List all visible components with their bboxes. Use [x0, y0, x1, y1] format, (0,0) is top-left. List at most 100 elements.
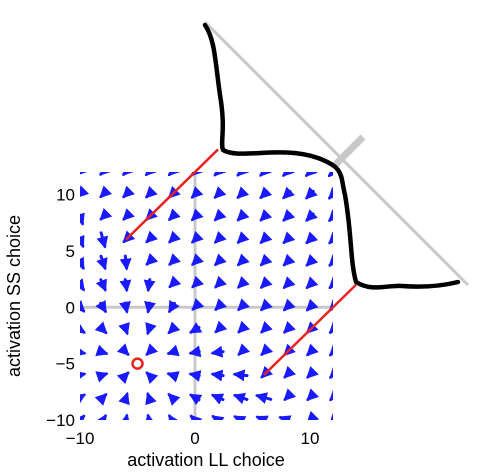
field-arrow [96, 231, 109, 249]
field-arrow [306, 343, 319, 357]
field-arrow [191, 298, 205, 311]
field-arrow [95, 344, 109, 357]
field-arrow [283, 365, 297, 379]
field-arrow [116, 371, 130, 385]
field-arrow [305, 209, 318, 222]
field-arrow [145, 185, 158, 199]
field-arrow [99, 207, 113, 221]
field-arrow [236, 208, 250, 222]
field-arrow [99, 185, 113, 199]
field-arrow [260, 320, 273, 334]
field-arrow [145, 371, 159, 385]
field-arrow [328, 254, 333, 267]
field-arrow [188, 393, 203, 406]
field-arrow [282, 209, 296, 222]
field-arrow [237, 275, 250, 289]
field-arrow [119, 278, 132, 293]
y-axis-label: activation SS choice [4, 215, 24, 377]
field-arrow [329, 366, 333, 379]
field-arrow [166, 344, 180, 357]
field-arrow [214, 320, 228, 334]
field-arrow [168, 413, 180, 420]
field-arrow [236, 253, 250, 267]
field-arrow [260, 298, 273, 312]
x-tick-label: −10 [66, 429, 95, 448]
field-arrow [210, 369, 225, 382]
field-arrow [306, 366, 319, 379]
diagonal-axis-tick [330, 134, 366, 170]
field-arrow [213, 172, 227, 177]
field-arrow [306, 388, 320, 402]
field-arrow [80, 414, 86, 420]
field-arrow [236, 231, 250, 244]
field-arrow [259, 253, 273, 267]
field-arrow [189, 414, 203, 420]
field-arrow [96, 254, 108, 271]
field-arrow [188, 370, 202, 382]
threshold-line [263, 283, 357, 376]
field-arrow [80, 345, 87, 358]
start-marker [131, 357, 144, 370]
x-tick-labels: −10 0 10 [66, 429, 320, 448]
field-arrow [232, 369, 249, 382]
field-arrow [329, 410, 333, 420]
field-arrow [282, 186, 295, 200]
field-arrow [213, 186, 227, 199]
field-arrow [214, 298, 228, 311]
field-arrow [328, 231, 333, 245]
field-arrow [328, 276, 333, 290]
field-arrow [95, 413, 107, 420]
field-arrow [305, 276, 319, 290]
field-arrow [168, 275, 182, 289]
field-arrow [210, 393, 225, 405]
field-arrow [119, 300, 131, 314]
y-tick-label: 5 [66, 242, 75, 261]
field-arrow [80, 212, 85, 226]
field-arrow [80, 185, 90, 199]
field-arrow [259, 208, 273, 222]
field-arrow [168, 253, 182, 266]
y-tick-labels: −10 −5 0 5 10 [46, 186, 75, 430]
field-arrow [328, 343, 333, 357]
field-arrow [80, 299, 86, 313]
field-arrow [190, 186, 204, 199]
field-arrow [282, 253, 296, 267]
field-arrow [259, 276, 273, 289]
field-arrow [145, 253, 159, 266]
field-arrow [259, 172, 272, 177]
field-arrow [278, 415, 292, 420]
field-arrow [145, 343, 159, 356]
field-arrow [305, 186, 318, 200]
field-arrow [94, 321, 108, 335]
plot-area: −10 0 10 −10 −5 0 5 10 [46, 148, 357, 448]
field-arrow [260, 343, 274, 357]
field-arrow [122, 172, 135, 176]
field-arrow [283, 321, 296, 334]
field-arrow [118, 391, 130, 406]
field-arrow [305, 298, 319, 312]
y-tick-label: −10 [46, 411, 75, 430]
x-tick-label: 10 [301, 429, 320, 448]
field-arrow [80, 322, 87, 334]
field-arrow [167, 392, 181, 406]
field-arrow [327, 186, 333, 200]
field-arrow [237, 320, 251, 334]
field-arrow [144, 413, 156, 420]
field-arrow [304, 172, 318, 178]
field-arrow [122, 185, 135, 199]
field-arrow [99, 172, 112, 176]
field-arrow [282, 298, 296, 312]
vector-field [80, 172, 333, 420]
field-arrow [213, 208, 227, 222]
field-arrow [116, 343, 130, 356]
y-tick-label: −5 [56, 355, 75, 374]
field-arrow [80, 172, 90, 176]
field-arrow [80, 278, 85, 292]
field-arrow [329, 388, 333, 402]
field-arrow [80, 393, 87, 406]
field-arrow [95, 371, 109, 383]
field-arrow [119, 254, 132, 271]
field-arrow [118, 322, 130, 336]
field-arrow [168, 299, 180, 314]
